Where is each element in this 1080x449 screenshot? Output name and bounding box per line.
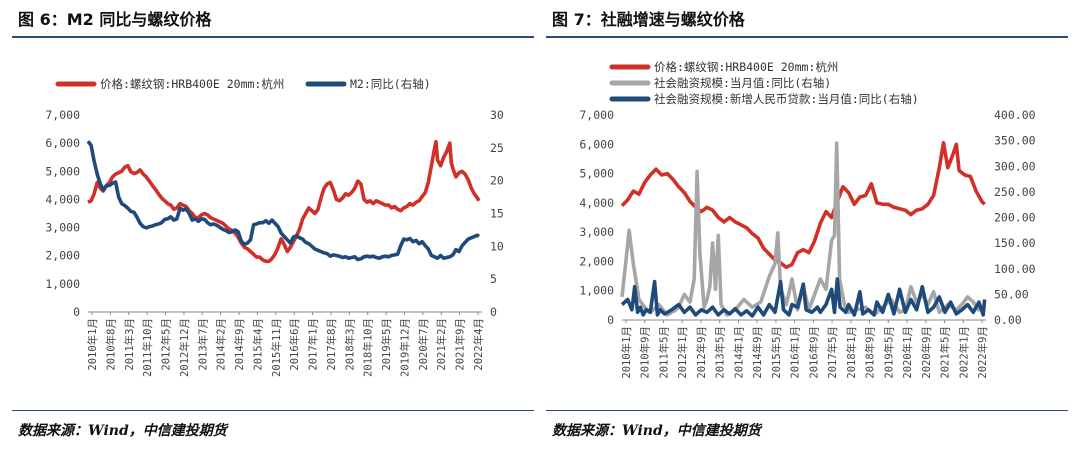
x-tick-label: 2021年2月 xyxy=(435,318,448,371)
chart-panel-right: 图 7：社融增速与螺纹价格 价格:螺纹钢:HRB400E 20mm:杭州 社会融资… xyxy=(546,0,1074,449)
x-tick-label: 2016年9月 xyxy=(807,326,820,379)
x-tick-label: 2014年9月 xyxy=(233,318,246,371)
figure-title: 图 7：社融增速与螺纹价格 xyxy=(552,10,745,29)
y-left-tick-label: 7,000 xyxy=(45,108,80,122)
x-tick-label: 2015年4月 xyxy=(251,318,264,371)
y-right-tick-label: 20 xyxy=(490,174,504,188)
x-tick-label: 2016年1月 xyxy=(789,326,802,379)
legend-label: 价格:螺纹钢:HRB400E 20mm:杭州 xyxy=(100,77,284,91)
x-tick-label: 2012年5月 xyxy=(160,318,173,371)
top-rule xyxy=(546,36,1068,38)
chart-panel-left: 图 6：M2 同比与螺纹价格 价格:螺纹钢:HRB400E 20mm:杭州 M2:… xyxy=(12,0,540,449)
y-right-tick-label: 25 xyxy=(490,141,504,155)
x-tick-label: 2017年5月 xyxy=(826,326,839,379)
bottom-rule xyxy=(12,410,534,411)
y-left-tick-label: 4,000 xyxy=(579,196,614,210)
series-line xyxy=(620,277,987,318)
legend-label: 价格:螺纹钢:HRB400E 20mm:杭州 xyxy=(654,60,838,74)
x-tick-label: 2010年1月 xyxy=(620,326,633,379)
y-right-tick-label: 400.00 xyxy=(994,108,1036,122)
x-tick-label: 2012年1月 xyxy=(676,326,689,379)
x-tick-label: 2022年9月 xyxy=(976,326,989,379)
chart-m2-vs-rebar: 价格:螺纹钢:HRB400E 20mm:杭州 M2:同比(右轴) 0 1,000 2,0… xyxy=(45,77,504,377)
y-right-tick-label: 50.00 xyxy=(994,287,1029,301)
x-tick-label: 2018年1月 xyxy=(845,326,858,379)
legend-label: 社会融资规模:当月值:同比(右轴) xyxy=(654,76,831,90)
x-tick-label: 2014年1月 xyxy=(732,326,745,379)
y-right-tick-label: 15 xyxy=(490,207,504,221)
y-left-tick-label: 3,000 xyxy=(579,225,614,239)
x-tick-label: 2011年10月 xyxy=(141,318,154,377)
x-tick-label: 2017年1月 xyxy=(307,318,320,371)
x-tick-label: 2020年1月 xyxy=(901,326,914,379)
y-right-tick-label: 30 xyxy=(490,108,504,122)
y-left-tick-label: 0 xyxy=(73,305,80,319)
x-tick-label: 2013年5月 xyxy=(714,326,727,379)
figure-title: 图 6：M2 同比与螺纹价格 xyxy=(18,10,212,29)
top-rule xyxy=(12,36,534,38)
x-tick-label: 2010年1月 xyxy=(86,318,99,371)
y-right-tick-label: 10 xyxy=(490,239,504,253)
y-right-tick-label: 0.00 xyxy=(994,313,1022,327)
x-tick-label: 2021年9月 xyxy=(454,318,467,371)
x-tick-label: 2016年6月 xyxy=(288,318,301,371)
x-tick-label: 2018年10月 xyxy=(362,318,375,377)
x-tick-label: 2018年3月 xyxy=(343,318,356,371)
x-tick-label: 2018年9月 xyxy=(864,326,877,379)
legend-label: M2:同比(右轴) xyxy=(350,77,431,91)
y-right-tick-label: 5 xyxy=(490,272,497,286)
y-left-tick-label: 6,000 xyxy=(45,136,80,150)
series-line xyxy=(620,141,986,270)
x-tick-label: 2014年9月 xyxy=(751,326,764,379)
x-tick-label: 2013年7月 xyxy=(196,318,209,371)
source-note: 数据来源：Wind，中信建投期货 xyxy=(552,423,761,439)
x-tick-label: 2019年5月 xyxy=(380,318,393,371)
series-line xyxy=(87,139,481,264)
x-tick-label: 2020年9月 xyxy=(920,326,933,379)
y-right-tick-label: 100.00 xyxy=(994,262,1036,276)
y-left-tick-label: 5,000 xyxy=(579,167,614,181)
y-left-tick-label: 1,000 xyxy=(579,284,614,298)
x-tick-label: 2012年9月 xyxy=(695,326,708,379)
y-left-tick-label: 5,000 xyxy=(45,164,80,178)
source-note: 数据来源：Wind，中信建投期货 xyxy=(18,423,227,439)
y-left-tick-label: 1,000 xyxy=(45,277,80,291)
y-left-tick-label: 0 xyxy=(607,313,614,327)
y-right-tick-label: 350.00 xyxy=(994,134,1036,148)
x-tick-label: 2015年11月 xyxy=(270,318,283,377)
y-left-tick-label: 6,000 xyxy=(579,137,614,151)
x-tick-label: 2017年8月 xyxy=(325,318,338,371)
y-left-tick-label: 3,000 xyxy=(45,221,80,235)
legend-label: 社会融资规模:新增人民币贷款:当月值:同比(右轴) xyxy=(654,92,919,106)
y-right-tick-label: 250.00 xyxy=(994,185,1036,199)
x-tick-label: 2010年9月 xyxy=(639,326,652,379)
x-tick-label: 2011年3月 xyxy=(123,318,136,371)
y-left-tick-label: 7,000 xyxy=(579,108,614,122)
x-tick-label: 2019年5月 xyxy=(882,326,895,379)
x-tick-label: 2022年4月 xyxy=(472,318,485,371)
y-right-tick-label: 0 xyxy=(490,305,497,319)
x-tick-label: 2012年12月 xyxy=(178,318,191,377)
y-left-tick-label: 2,000 xyxy=(579,254,614,268)
x-tick-label: 2021年5月 xyxy=(939,326,952,379)
x-tick-label: 2020年7月 xyxy=(417,318,430,371)
y-left-tick-label: 2,000 xyxy=(45,249,80,263)
y-right-tick-label: 200.00 xyxy=(994,211,1036,225)
y-left-tick-label: 4,000 xyxy=(45,192,80,206)
x-tick-label: 2015年5月 xyxy=(770,326,783,379)
x-tick-label: 2014年2月 xyxy=(215,318,228,371)
x-tick-label: 2022年1月 xyxy=(957,326,970,379)
y-right-tick-label: 150.00 xyxy=(994,236,1036,250)
x-tick-label: 2011年5月 xyxy=(657,326,670,379)
x-tick-label: 2010年8月 xyxy=(104,318,117,371)
y-right-tick-label: 300.00 xyxy=(994,159,1036,173)
bottom-rule xyxy=(546,410,1068,411)
x-tick-label: 2019年12月 xyxy=(398,318,411,377)
series-line xyxy=(86,140,481,262)
